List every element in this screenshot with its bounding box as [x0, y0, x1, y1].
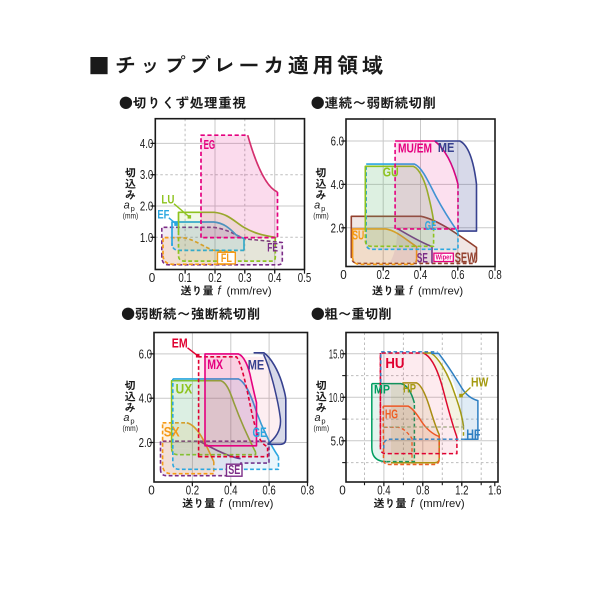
svg-text:ME: ME	[438, 140, 455, 155]
svg-text:1.2: 1.2	[455, 483, 468, 498]
svg-text:f: f	[411, 498, 416, 510]
svg-text:SX: SX	[164, 423, 180, 439]
svg-text:MU/EM: MU/EM	[398, 141, 432, 156]
svg-text:p: p	[321, 417, 325, 426]
svg-text:0: 0	[149, 270, 156, 285]
svg-text:GU: GU	[383, 165, 399, 180]
svg-text:FE: FE	[267, 243, 278, 255]
svg-text:a: a	[123, 412, 129, 424]
svg-text:EF: EF	[157, 208, 169, 222]
svg-text:0.4: 0.4	[414, 267, 427, 282]
svg-text:0.6: 0.6	[262, 483, 275, 498]
svg-text:EM: EM	[172, 336, 188, 351]
svg-text:2.0: 2.0	[331, 220, 344, 235]
svg-text:HP: HP	[403, 381, 416, 395]
svg-text:MP: MP	[374, 382, 390, 396]
svg-text:ME: ME	[248, 357, 265, 373]
svg-text:f: f	[218, 286, 223, 298]
svg-text:4.0: 4.0	[331, 177, 344, 192]
svg-text:p: p	[131, 204, 135, 213]
svg-text:GE: GE	[253, 424, 267, 440]
svg-text:5.0: 5.0	[331, 433, 344, 448]
svg-text:6.0: 6.0	[331, 134, 344, 149]
svg-text:f: f	[219, 498, 224, 510]
svg-text:SU: SU	[352, 228, 364, 242]
svg-text:3.0: 3.0	[140, 167, 153, 182]
svg-text:(mm/rev): (mm/rev)	[227, 286, 272, 298]
svg-text:0.8: 0.8	[488, 267, 501, 282]
svg-text:0.1: 0.1	[178, 270, 191, 285]
svg-text:HW: HW	[471, 375, 489, 389]
svg-text:0.5: 0.5	[298, 270, 311, 285]
svg-text:HU: HU	[385, 356, 404, 372]
svg-text:FL: FL	[221, 251, 232, 265]
svg-text:6.0: 6.0	[139, 346, 152, 361]
svg-text:(mm): (mm)	[123, 211, 139, 221]
svg-text:2.0: 2.0	[139, 435, 152, 450]
svg-text:15.0: 15.0	[329, 346, 344, 361]
svg-text:p: p	[130, 417, 134, 426]
svg-text:a: a	[124, 199, 130, 211]
svg-text:0.4: 0.4	[268, 270, 281, 285]
svg-text:f: f	[409, 286, 414, 298]
svg-text:0.2: 0.2	[377, 267, 390, 282]
svg-text:0: 0	[339, 483, 346, 498]
svg-text:0.8: 0.8	[416, 483, 429, 498]
svg-text:p: p	[321, 204, 325, 213]
svg-text:0.8: 0.8	[301, 483, 314, 498]
svg-text:10.0: 10.0	[329, 390, 344, 405]
svg-text:1.0: 1.0	[140, 230, 153, 245]
svg-text:0.2: 0.2	[208, 270, 221, 285]
svg-text:SE: SE	[228, 463, 240, 477]
svg-text:EG: EG	[204, 138, 216, 152]
svg-text:0.2: 0.2	[186, 483, 199, 498]
svg-text:SE: SE	[417, 250, 428, 265]
svg-text:0.3: 0.3	[238, 270, 251, 285]
svg-text:LU: LU	[161, 193, 174, 207]
svg-text:HF: HF	[466, 426, 481, 442]
svg-text:HG: HG	[385, 407, 398, 421]
svg-text:(mm/rev): (mm/rev)	[420, 498, 465, 510]
svg-text:(mm/rev): (mm/rev)	[228, 498, 273, 510]
svg-text:UX: UX	[176, 382, 193, 397]
svg-text:0.4: 0.4	[224, 483, 237, 498]
svg-text:0.4: 0.4	[377, 483, 390, 498]
svg-text:(mm): (mm)	[314, 423, 330, 433]
svg-text:Wiper: Wiper	[436, 255, 452, 262]
svg-text:2.0: 2.0	[140, 199, 153, 214]
svg-text:0: 0	[340, 267, 347, 282]
svg-text:4.0: 4.0	[140, 136, 153, 151]
svg-text:0: 0	[148, 483, 155, 498]
svg-text:4.0: 4.0	[139, 391, 152, 406]
svg-text:a: a	[314, 199, 320, 211]
svg-text:1.6: 1.6	[488, 483, 501, 498]
svg-text:(mm/rev): (mm/rev)	[418, 286, 463, 298]
svg-text:(mm): (mm)	[122, 423, 138, 433]
svg-text:SEW: SEW	[455, 251, 477, 267]
svg-text:0.6: 0.6	[451, 267, 464, 282]
svg-text:GE: GE	[425, 218, 437, 233]
svg-text:MX: MX	[207, 356, 223, 372]
svg-text:(mm): (mm)	[313, 211, 329, 221]
svg-text:a: a	[314, 412, 320, 424]
